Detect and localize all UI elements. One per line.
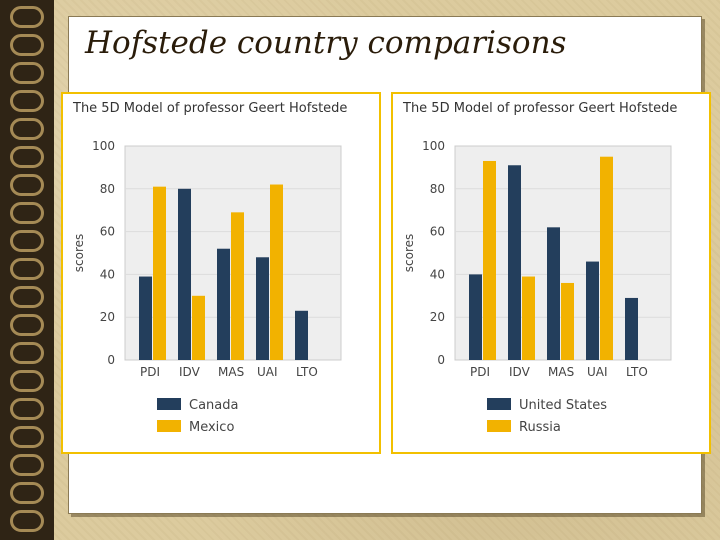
binding-ring [10,314,44,336]
legend-label: Mexico [189,420,234,435]
x-tick-label: UAI [587,365,608,379]
bar-russia-pdi [483,160,496,360]
bar-canada-idv [178,188,191,360]
bar-canada-pdi [139,276,152,360]
y-tick-label: 0 [107,353,115,367]
binding-ring [10,398,44,420]
chart-title: The 5D Model of professor Geert Hofstede [72,101,347,116]
binding-ring [10,454,44,476]
x-tick-label: UAI [257,365,278,379]
bar-united-states-uai [586,261,599,360]
x-tick-label: IDV [509,365,531,379]
legend-swatch [487,398,511,410]
binding-ring [10,202,44,224]
bar-united-states-idv [508,165,521,360]
binding-ring [10,510,44,532]
bar-canada-lto [295,310,308,360]
binding-ring [10,146,44,168]
chart-canada-mexico: The 5D Model of professor Geert Hofstede… [72,101,347,435]
binding-ring [10,342,44,364]
slide-title: Hofstede country comparisons [85,25,567,61]
bar-canada-mas [217,248,230,360]
legend-label: Russia [519,420,561,435]
legend-swatch [487,420,511,432]
bar-mexico-mas [231,212,244,360]
x-tick-label: MAS [548,365,574,379]
chart-panel-canada-mexico: The 5D Model of professor Geert Hofstede… [61,92,381,454]
binding-ring [10,174,44,196]
y-tick-label: 40 [430,267,445,281]
binding-ring [10,34,44,56]
y-tick-label: 80 [430,182,445,196]
binding-ring [10,6,44,28]
x-tick-label: IDV [179,365,201,379]
binding-ring [10,118,44,140]
binding-ring [10,286,44,308]
y-tick-label: 100 [422,139,445,153]
binding-ring [10,426,44,448]
binding-ring [10,90,44,112]
chart-panel-us-russia: The 5D Model of professor Geert Hofstede… [391,92,711,454]
y-tick-label: 0 [437,353,445,367]
legend-label: United States [519,398,607,413]
chart-us-russia: The 5D Model of professor Geert Hofstede… [402,101,677,435]
legend-label: Canada [189,398,238,413]
bar-russia-idv [522,276,535,360]
y-tick-label: 60 [430,225,445,239]
binding-ring [10,230,44,252]
y-tick-label: 20 [100,310,115,324]
bar-united-states-lto [625,297,638,360]
bar-canada-uai [256,257,269,360]
y-tick-label: 40 [100,267,115,281]
y-tick-label: 60 [100,225,115,239]
x-tick-label: PDI [140,365,160,379]
x-tick-label: MAS [218,365,244,379]
slide: Hofstede country comparisons The 5D Mode… [61,16,711,514]
y-tick-label: 100 [92,139,115,153]
binding-ring [10,370,44,392]
chart-title: The 5D Model of professor Geert Hofstede [402,101,677,116]
y-axis-label: scores [72,234,86,273]
bar-mexico-uai [270,184,283,360]
y-tick-label: 80 [100,182,115,196]
legend-swatch [157,398,181,410]
bar-mexico-idv [192,295,205,360]
y-axis-label: scores [402,234,416,273]
y-tick-label: 20 [430,310,445,324]
binding-ring [10,482,44,504]
spiral-binding [0,0,54,540]
x-tick-label: LTO [296,365,318,379]
bar-united-states-mas [547,227,560,360]
bar-russia-uai [600,156,613,360]
binding-ring [10,258,44,280]
bar-russia-mas [561,282,574,360]
x-tick-label: PDI [470,365,490,379]
bar-mexico-pdi [153,186,166,360]
bar-united-states-pdi [469,274,482,360]
x-tick-label: LTO [626,365,648,379]
legend-swatch [157,420,181,432]
binding-ring [10,62,44,84]
